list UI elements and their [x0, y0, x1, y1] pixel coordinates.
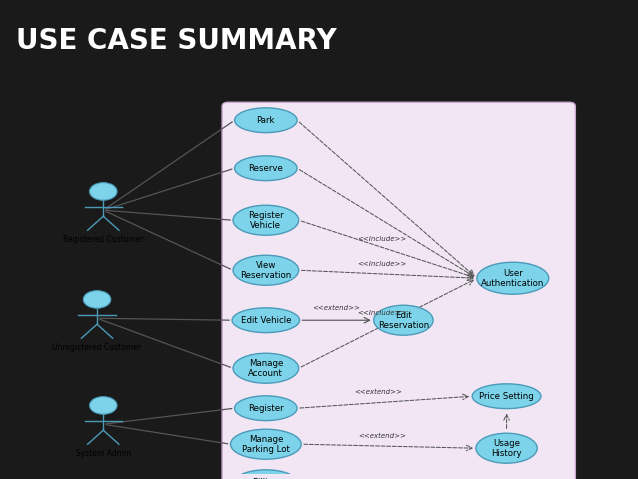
Circle shape	[89, 182, 117, 200]
FancyBboxPatch shape	[222, 102, 575, 479]
Text: Edit Vehicle: Edit Vehicle	[241, 316, 291, 325]
Text: Registered Customer: Registered Customer	[63, 236, 144, 244]
Text: <<Include>>: <<Include>>	[357, 236, 406, 242]
Ellipse shape	[374, 305, 433, 335]
Text: Reserve: Reserve	[248, 164, 283, 173]
Ellipse shape	[230, 429, 301, 459]
Ellipse shape	[232, 308, 300, 332]
Text: <<Include>>: <<Include>>	[357, 261, 406, 267]
Ellipse shape	[235, 156, 297, 181]
Ellipse shape	[235, 470, 297, 479]
Text: Manage
Parking Lot: Manage Parking Lot	[242, 434, 290, 454]
Ellipse shape	[235, 108, 297, 133]
Ellipse shape	[233, 205, 299, 235]
Text: Park: Park	[256, 116, 275, 125]
Text: System Admin: System Admin	[76, 449, 131, 458]
Ellipse shape	[235, 396, 297, 421]
Ellipse shape	[233, 255, 299, 285]
Ellipse shape	[477, 262, 549, 294]
Text: Price Setting: Price Setting	[479, 392, 534, 401]
Text: <<extend>>: <<extend>>	[359, 433, 406, 439]
Text: Register: Register	[248, 404, 284, 413]
Text: Edit
Reservation: Edit Reservation	[378, 311, 429, 330]
Text: <<extend>>: <<extend>>	[355, 389, 403, 395]
Text: Unregistered Customer: Unregistered Customer	[52, 343, 142, 353]
Circle shape	[89, 397, 117, 414]
Text: User
Authentication: User Authentication	[481, 269, 544, 288]
Text: Manage
Account: Manage Account	[248, 359, 283, 378]
Ellipse shape	[233, 353, 299, 383]
Text: Usage
History: Usage History	[491, 439, 522, 458]
Circle shape	[84, 291, 111, 308]
Text: Billing: Billing	[253, 478, 279, 479]
Text: <<extend>>: <<extend>>	[313, 305, 360, 311]
Text: <<Include>>: <<Include>>	[357, 310, 406, 316]
Text: View
Reservation: View Reservation	[241, 261, 292, 280]
Text: Register
Vehicle: Register Vehicle	[248, 211, 284, 230]
Ellipse shape	[472, 384, 541, 409]
Text: USE CASE SUMMARY: USE CASE SUMMARY	[16, 27, 337, 55]
Ellipse shape	[476, 433, 537, 463]
